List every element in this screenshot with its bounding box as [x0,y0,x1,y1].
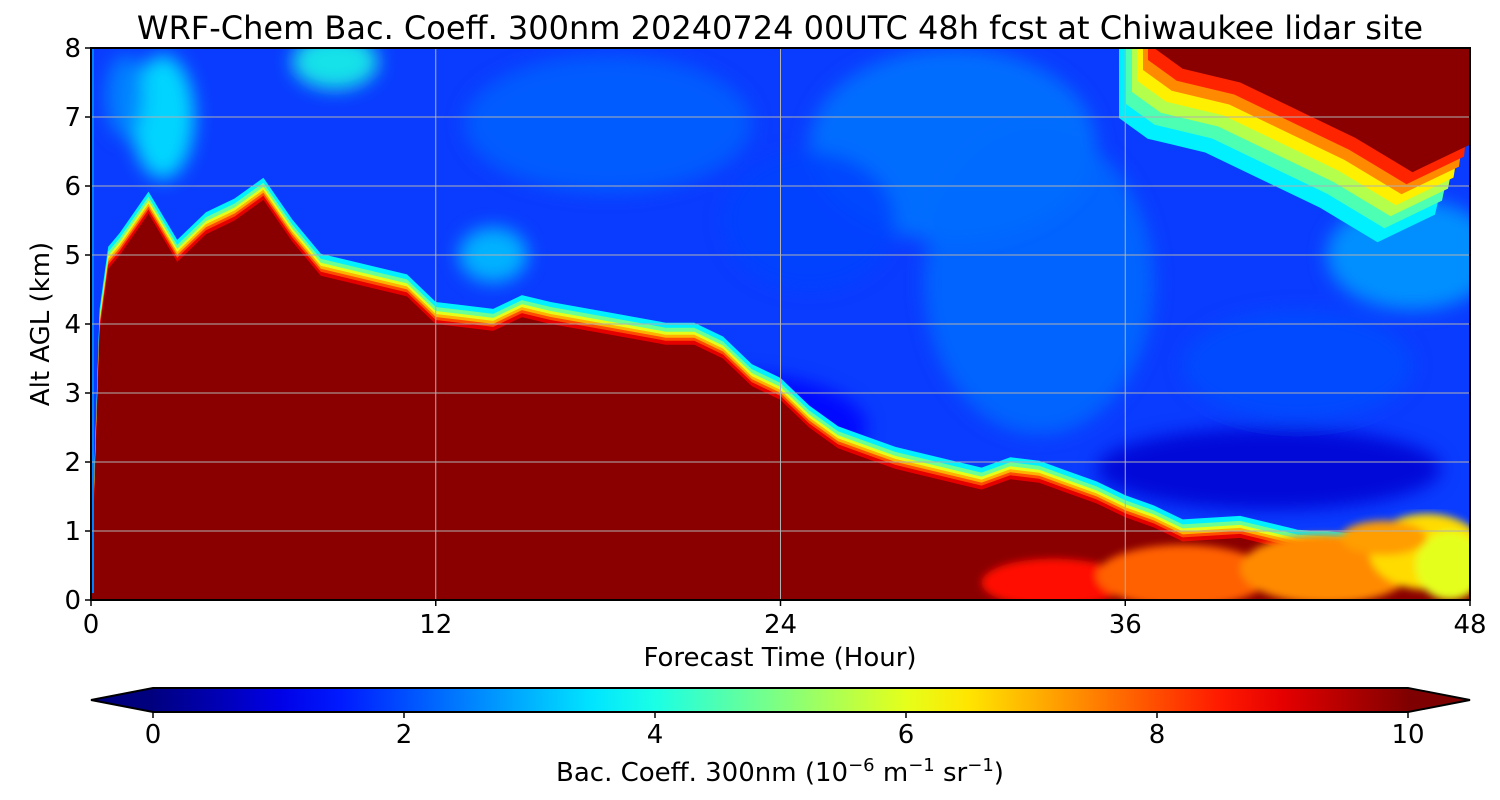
grid [91,48,1470,600]
y-tick-label: 6 [64,172,81,202]
colorbar-tick-label: 10 [1391,720,1424,750]
initial-sliver [91,48,94,594]
colorbar-tick-label: 4 [647,720,664,750]
colorbar-min-extension [91,688,153,712]
plot-area [91,48,1470,600]
x-tick-label: 36 [1109,610,1142,640]
field-blob [292,48,379,90]
colorbar-tick-label: 8 [1149,720,1166,750]
colorbar: 0 2 4 6 8 10 [90,687,1471,750]
low-level-patch [1340,520,1427,556]
field-blob [1096,427,1442,511]
x-axis-label: Forecast Time (Hour) [643,643,916,673]
colorbar-tick-label: 0 [145,720,162,750]
y-tick-label: 1 [64,517,81,547]
chart-title: WRF-Chem Bac. Coeff. 300nm 20240724 00UT… [137,9,1423,47]
field-blob [464,54,752,193]
y-tick-label: 8 [64,34,81,64]
colorbar-max-extension [1408,688,1470,712]
upper-plume-band [1154,48,1470,173]
x-tick-label: 0 [83,610,100,640]
x-tick-label: 24 [764,610,797,640]
y-tick-label: 4 [64,310,81,340]
x-tick-label: 48 [1453,610,1486,640]
colorbar-label: Bac. Coeff. 300nm (10−6 m−1 sr−1) [556,755,1004,788]
y-axis: 0 1 2 3 4 5 6 7 8 [64,34,91,616]
y-tick-label: 2 [64,448,81,478]
colorbar-tick-label: 2 [396,720,413,750]
y-axis-label: Alt AGL (km) [26,242,56,406]
low-level-patch [1096,544,1269,600]
field-blob [1182,310,1413,421]
x-tick-label: 12 [419,610,452,640]
field-blob [924,130,1154,435]
low-level-patch [981,558,1126,600]
y-tick-label: 5 [64,241,81,271]
field-blob [105,54,146,138]
x-axis: 0 12 24 36 48 [83,600,1487,640]
field-blob [723,151,896,290]
colorbar-tick-label: 6 [898,720,915,750]
y-tick-label: 0 [64,586,81,616]
y-tick-label: 7 [64,103,81,133]
y-tick-label: 3 [64,379,81,409]
colorbar-gradient [153,688,1408,712]
low-level-patch [1415,531,1470,600]
